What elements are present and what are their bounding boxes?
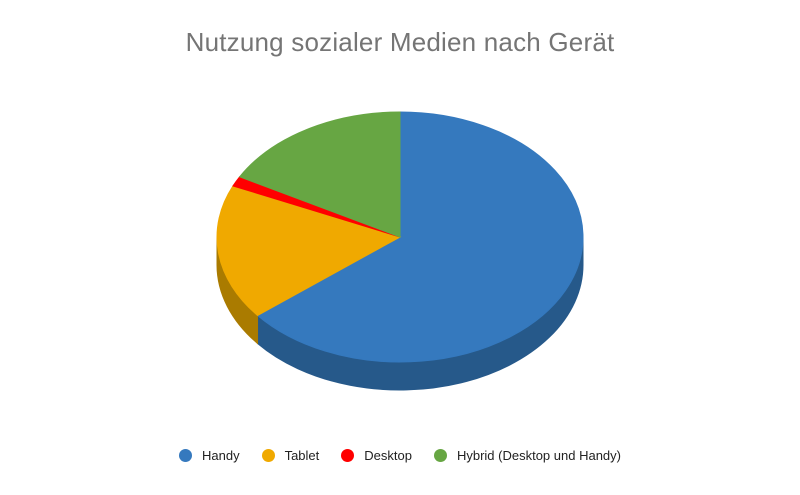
legend-swatch-icon: [261, 449, 275, 462]
legend-item-hybrid-desktop-und-handy[interactable]: Hybrid (Desktop und Handy): [433, 448, 621, 463]
chart-legend: Handy Tablet Desktop Hybrid (Desktop und Ha…: [0, 448, 800, 463]
chart-title: Nutzung sozialer Medien nach Gerät: [185, 27, 615, 57]
pie-slice-handy[interactable]: [256, 111, 584, 363]
legend-item-handy[interactable]: Handy: [178, 448, 240, 463]
legend-label: Handy: [201, 448, 240, 463]
legend-label: Desktop: [364, 448, 412, 463]
legend-swatch-icon: [433, 449, 447, 462]
legend-label: Tablet: [284, 448, 320, 463]
legend-label: Hybrid (Desktop und Handy): [456, 448, 621, 463]
pie-slice-hybrid-desktop-und-handy[interactable]: [238, 111, 401, 238]
pie-slice-tablet[interactable]: [216, 185, 402, 317]
legend-swatch-icon: [341, 449, 355, 462]
legend-item-desktop[interactable]: Desktop: [341, 448, 412, 463]
legend-item-tablet[interactable]: Tablet: [261, 448, 320, 463]
legend-swatch-icon: [178, 449, 192, 462]
